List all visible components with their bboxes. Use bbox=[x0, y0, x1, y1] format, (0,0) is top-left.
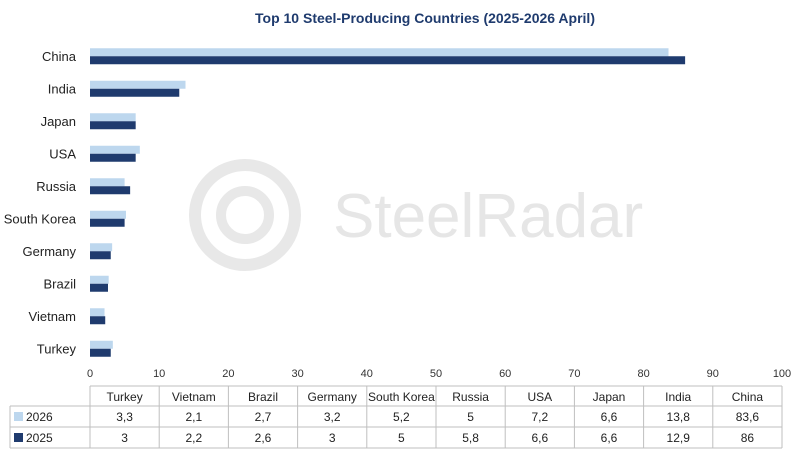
bar-2025-south-korea bbox=[90, 218, 125, 227]
x-tick-label: 30 bbox=[291, 368, 303, 380]
bar-2026-japan bbox=[90, 113, 136, 122]
table-cell: 2,2 bbox=[185, 431, 202, 445]
table-cell: 13,8 bbox=[667, 410, 691, 424]
category-label: Japan bbox=[41, 114, 76, 129]
x-tick-label: 60 bbox=[499, 368, 511, 380]
table-cell: 6,6 bbox=[601, 431, 618, 445]
category-label: Brazil bbox=[43, 276, 76, 291]
table-cell: 3,3 bbox=[116, 410, 133, 424]
table-header-cell: Brazil bbox=[248, 390, 278, 404]
bar-2026-china bbox=[90, 48, 669, 57]
bars-layer bbox=[90, 48, 686, 357]
table-cell: 5 bbox=[467, 410, 474, 424]
table-cell: 7,2 bbox=[531, 410, 548, 424]
x-tick-label: 0 bbox=[87, 368, 93, 380]
bar-2026-south-korea bbox=[90, 210, 126, 219]
x-tick-label: 40 bbox=[361, 368, 373, 380]
bar-2026-russia bbox=[90, 178, 125, 187]
x-tick-label: 20 bbox=[222, 368, 234, 380]
bar-2026-brazil bbox=[90, 275, 109, 284]
steelradar-logo-icon bbox=[189, 159, 301, 271]
table-header-cell: USA bbox=[527, 390, 552, 404]
category-label: Germany bbox=[23, 244, 77, 259]
table-cell: 2,7 bbox=[255, 410, 272, 424]
table-header-cell: South Korea bbox=[368, 390, 435, 404]
table-cell: 2,1 bbox=[185, 410, 202, 424]
category-label: China bbox=[42, 49, 77, 64]
table-cell: 3 bbox=[121, 431, 128, 445]
table-header-cell: Japan bbox=[593, 390, 626, 404]
bar-2025-vietnam bbox=[90, 316, 106, 325]
category-label: India bbox=[48, 81, 77, 96]
x-tick-label: 10 bbox=[153, 368, 165, 380]
bar-2025-usa bbox=[90, 153, 136, 162]
x-axis-tick-labels: 0 10 20 30 40 50 60 70 80 90 100 bbox=[87, 368, 791, 380]
table-header-cell: Russia bbox=[452, 390, 489, 404]
bar-2025-germany bbox=[90, 251, 111, 260]
table-cell: 3,2 bbox=[324, 410, 341, 424]
bar-2026-india bbox=[90, 80, 186, 89]
category-label: South Korea bbox=[4, 211, 77, 226]
table-header-cell: China bbox=[732, 390, 764, 404]
x-tick-label: 90 bbox=[707, 368, 719, 380]
bar-2026-vietnam bbox=[90, 308, 105, 317]
bar-2026-usa bbox=[90, 145, 140, 154]
chart-title: Top 10 Steel-Producing Countries (2025-2… bbox=[255, 10, 595, 26]
category-label: USA bbox=[49, 146, 76, 161]
table-cell: 5,2 bbox=[393, 410, 410, 424]
bar-2025-china bbox=[90, 56, 686, 65]
category-label: Russia bbox=[36, 179, 77, 194]
bar-2026-germany bbox=[90, 243, 113, 252]
table-header-cell: India bbox=[665, 390, 691, 404]
bar-2026-turkey bbox=[90, 340, 113, 349]
legend-swatch-2026 bbox=[14, 412, 23, 421]
table-header-cell: Germany bbox=[308, 390, 357, 404]
watermark: SteelRadar bbox=[189, 159, 643, 271]
table-cell: 3 bbox=[329, 431, 336, 445]
table-header-cell: Turkey bbox=[106, 390, 142, 404]
table-cell: 12,9 bbox=[667, 431, 691, 445]
table-cell: 6,6 bbox=[531, 431, 548, 445]
x-tick-label: 50 bbox=[430, 368, 442, 380]
legend-label: 2026 bbox=[26, 410, 53, 424]
category-label: Turkey bbox=[37, 341, 77, 356]
x-tick-label: 100 bbox=[773, 368, 791, 380]
table-cell: 86 bbox=[741, 431, 755, 445]
watermark-text: SteelRadar bbox=[333, 182, 643, 251]
bar-2025-russia bbox=[90, 186, 131, 195]
table-cell: 5 bbox=[398, 431, 405, 445]
bar-2025-japan bbox=[90, 121, 136, 130]
category-label: Vietnam bbox=[29, 309, 76, 324]
bar-2025-india bbox=[90, 88, 180, 97]
legend-label: 2025 bbox=[26, 431, 53, 445]
data-table: Turkey Vietnam Brazil Germany South Korea Rus… bbox=[9, 385, 783, 449]
category-labels: China India Japan USA Russia South Korea Germa… bbox=[4, 49, 77, 357]
table-cell: 5,8 bbox=[462, 431, 479, 445]
table-header-cell: Vietnam bbox=[172, 390, 216, 404]
table-cell: 2,6 bbox=[255, 431, 272, 445]
bar-2025-brazil bbox=[90, 283, 108, 292]
x-tick-label: 80 bbox=[637, 368, 649, 380]
bar-2025-turkey bbox=[90, 348, 111, 357]
x-tick-label: 70 bbox=[568, 368, 580, 380]
legend-swatch-2025 bbox=[14, 433, 23, 442]
table-cell: 83,6 bbox=[736, 410, 760, 424]
table-cell: 6,6 bbox=[601, 410, 618, 424]
